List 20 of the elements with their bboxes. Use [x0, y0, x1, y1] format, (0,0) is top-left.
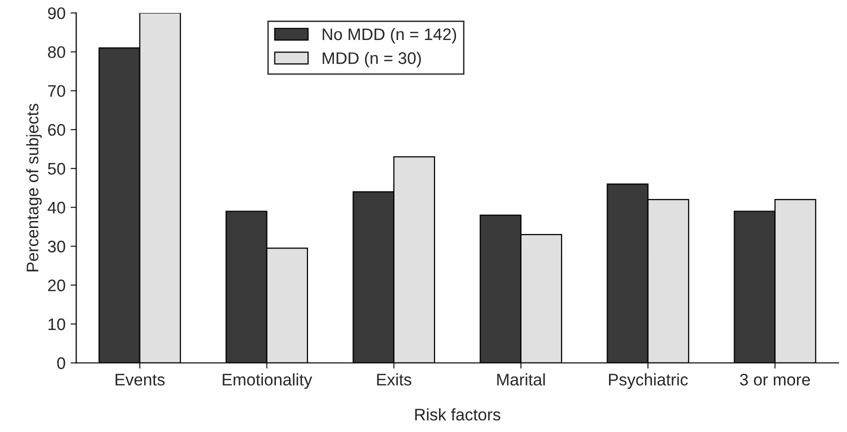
y-axis-title: Percentage of subjects [26, 104, 42, 272]
y-tick-label: 80 [48, 46, 66, 58]
x-tick-label: Exits [377, 373, 412, 386]
legend-label: MDD (n = 30) [322, 52, 421, 68]
x-tick-label: Marital [497, 373, 545, 386]
y-tick-label: 70 [48, 85, 66, 97]
legend-label: No MDD (n = 142) [322, 28, 456, 44]
y-tick-label: 20 [48, 280, 66, 292]
x-tick-label: 3 or more [740, 374, 810, 386]
x-tick-label: Psychiatric [609, 373, 688, 389]
y-tick-label: 10 [48, 318, 66, 330]
y-tick-label: 30 [48, 240, 66, 252]
y-tick-label: 90 [48, 7, 66, 20]
y-tick-label: 50 [48, 162, 66, 175]
x-tick-label: Events [116, 374, 165, 386]
y-tick-label: 60 [48, 124, 66, 136]
y-tick-label: 40 [48, 202, 66, 214]
x-axis-title: Risk factors [415, 408, 500, 421]
x-tick-label: Emotionality [222, 373, 312, 389]
y-tick-label: 0 [57, 357, 66, 370]
